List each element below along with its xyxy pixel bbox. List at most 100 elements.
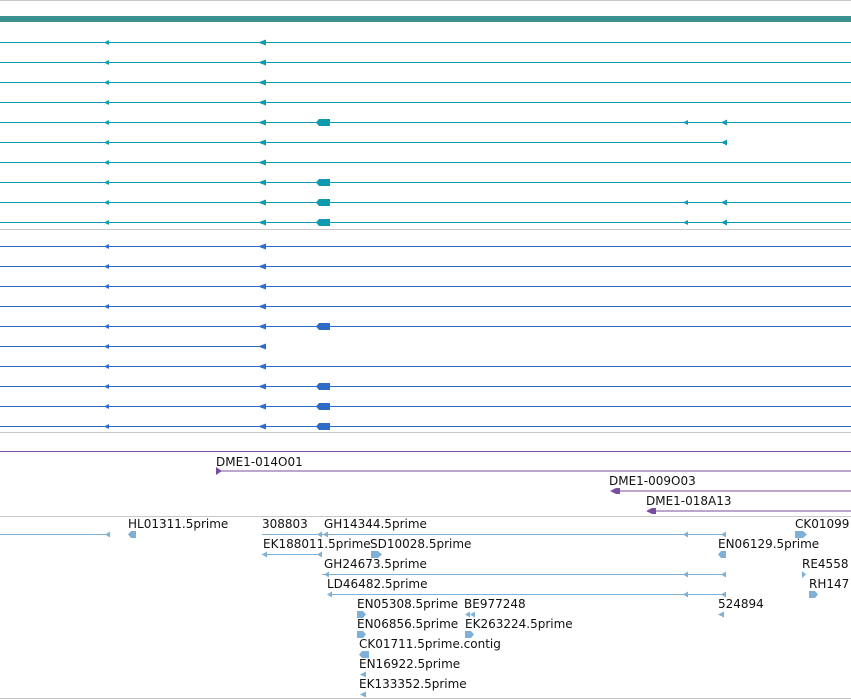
transcript-row[interactable] <box>0 263 851 270</box>
est-label[interactable]: EN06129.5prime <box>718 537 819 551</box>
exon-arrow <box>258 99 266 106</box>
transcript-row[interactable] <box>0 139 727 146</box>
exon-block <box>316 423 330 430</box>
exon-arrow <box>258 139 266 146</box>
transcript-row[interactable] <box>0 423 851 430</box>
exon-arrow <box>360 691 366 698</box>
transcript-row[interactable] <box>0 403 851 410</box>
exon-arrow <box>683 591 688 598</box>
exon-arrow <box>721 139 727 146</box>
est-label[interactable]: EK188011.5prime <box>263 537 371 551</box>
est-label[interactable]: CK01099 <box>795 517 849 531</box>
transcript-row[interactable] <box>0 343 266 350</box>
exon-arrow <box>324 571 329 578</box>
est-label[interactable]: BE977248 <box>464 597 526 611</box>
transcript-row[interactable] <box>0 363 851 370</box>
est-label[interactable]: HL01311.5prime <box>128 517 228 531</box>
transcript-row[interactable] <box>0 303 851 310</box>
exon-block <box>316 219 330 226</box>
transcript-row[interactable] <box>0 219 851 226</box>
exon-arrow <box>258 423 266 430</box>
transcript-row[interactable] <box>0 99 851 106</box>
oligo-arrow <box>216 467 222 475</box>
transcript-row[interactable] <box>0 119 851 126</box>
transcript-row[interactable] <box>0 79 851 86</box>
exon-arrow <box>104 284 109 289</box>
exon-block <box>316 119 330 126</box>
est-label[interactable]: EN06856.5prime <box>357 617 458 631</box>
exon-arrow <box>104 220 109 225</box>
exon-block <box>795 531 807 538</box>
exon-block <box>718 551 726 558</box>
exon-arrow <box>104 424 109 429</box>
est-label[interactable]: LD46482.5prime <box>327 577 428 591</box>
transcript-row[interactable] <box>0 179 851 186</box>
exon-arrow <box>258 219 266 226</box>
oligo-label: DME1-009O03 <box>609 474 696 488</box>
exon-arrow <box>104 60 109 65</box>
est-track: HL01311.5prime 308803 GH14344.5prime CK0… <box>0 517 849 698</box>
est-label[interactable]: RH147 <box>809 577 849 591</box>
transcript-row[interactable] <box>0 39 851 46</box>
est-label[interactable]: GH24673.5prime <box>324 557 427 571</box>
transcript-row[interactable] <box>0 323 851 330</box>
exon-arrow <box>104 80 109 85</box>
est-label[interactable]: 524894 <box>718 597 764 611</box>
exon-arrow <box>721 571 726 578</box>
exon-arrow <box>258 263 266 270</box>
exon-arrow <box>105 531 110 538</box>
transcript-row[interactable] <box>0 243 851 250</box>
exon-arrow <box>262 551 267 558</box>
est-label[interactable]: 308803 <box>262 517 308 531</box>
exon-arrow <box>104 324 109 329</box>
gene-bar[interactable] <box>0 16 851 22</box>
oligo-feature[interactable]: DME1-014O01 <box>216 455 851 475</box>
exon-arrow <box>104 304 109 309</box>
exon-block <box>316 179 330 186</box>
exon-arrow <box>683 200 688 205</box>
exon-arrow <box>258 243 266 250</box>
exon-arrow <box>258 303 266 310</box>
oligo-arrow <box>646 508 656 514</box>
exon-arrow <box>104 344 109 349</box>
exon-arrow <box>721 591 726 598</box>
exon-block <box>316 383 330 390</box>
exon-arrow <box>104 120 109 125</box>
exon-block <box>809 591 818 598</box>
transcript-row[interactable] <box>0 199 851 206</box>
exon-arrow <box>104 364 109 369</box>
est-label[interactable]: EK133352.5prime <box>359 677 467 691</box>
est-label[interactable]: EK263224.5prime <box>465 617 573 631</box>
oligo-feature[interactable]: DME1-018A13 <box>646 494 851 514</box>
exon-arrow <box>104 244 109 249</box>
transcript-track-blue <box>0 243 851 430</box>
exon-arrow <box>317 531 322 538</box>
exon-block <box>316 323 330 330</box>
exon-block <box>128 531 136 538</box>
est-label[interactable]: RE4558 <box>802 557 848 571</box>
transcript-row[interactable] <box>0 59 851 66</box>
exon-block <box>359 651 369 658</box>
exon-block <box>316 199 330 206</box>
exon-arrow <box>104 200 109 205</box>
exon-arrow <box>258 403 266 410</box>
est-label[interactable]: CK01711.5prime.contig <box>359 637 501 651</box>
exon-arrow <box>323 531 328 538</box>
transcript-row[interactable] <box>0 159 851 166</box>
exon-arrow <box>258 363 266 370</box>
exon-arrow <box>327 591 332 598</box>
transcript-row[interactable] <box>0 283 851 290</box>
transcript-row[interactable] <box>0 383 851 390</box>
exon-arrow <box>470 611 475 618</box>
oligo-feature[interactable]: DME1-009O03 <box>609 474 851 494</box>
est-label[interactable]: GH14344.5prime <box>324 517 427 531</box>
exon-arrow <box>258 79 266 86</box>
exon-arrow <box>683 120 688 125</box>
oligo-arrow <box>610 488 620 494</box>
est-label[interactable]: SD10028.5prime <box>370 537 471 551</box>
est-label[interactable]: EN16922.5prime <box>359 657 460 671</box>
exon-arrow <box>683 220 688 225</box>
exon-arrow <box>683 571 688 578</box>
est-label[interactable]: EN05308.5prime <box>357 597 458 611</box>
